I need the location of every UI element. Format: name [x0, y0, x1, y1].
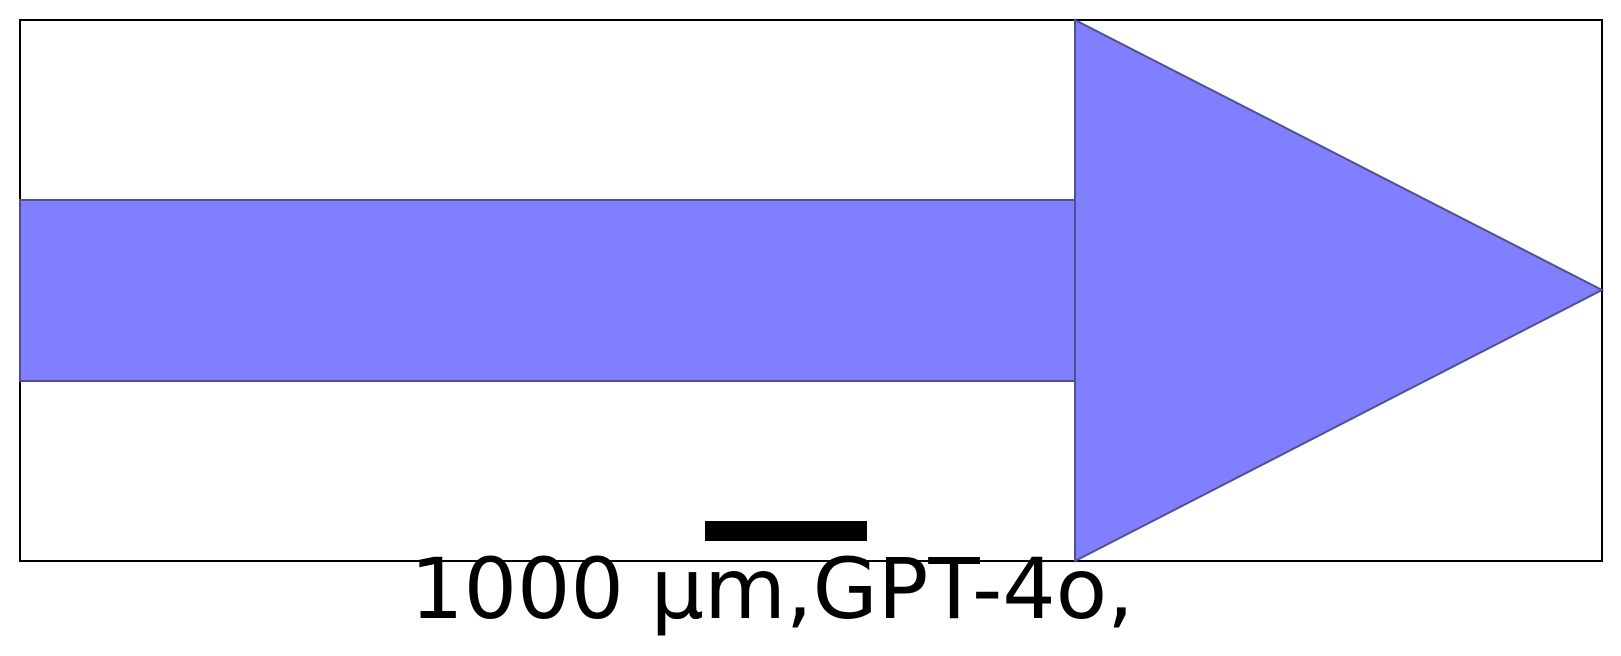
scale-bar	[705, 521, 867, 541]
arrow-head	[1074, 18, 1605, 563]
scale-caption: 1000 µm,GPT-4o,	[410, 540, 1134, 638]
arrow-shaft	[19, 199, 1076, 382]
